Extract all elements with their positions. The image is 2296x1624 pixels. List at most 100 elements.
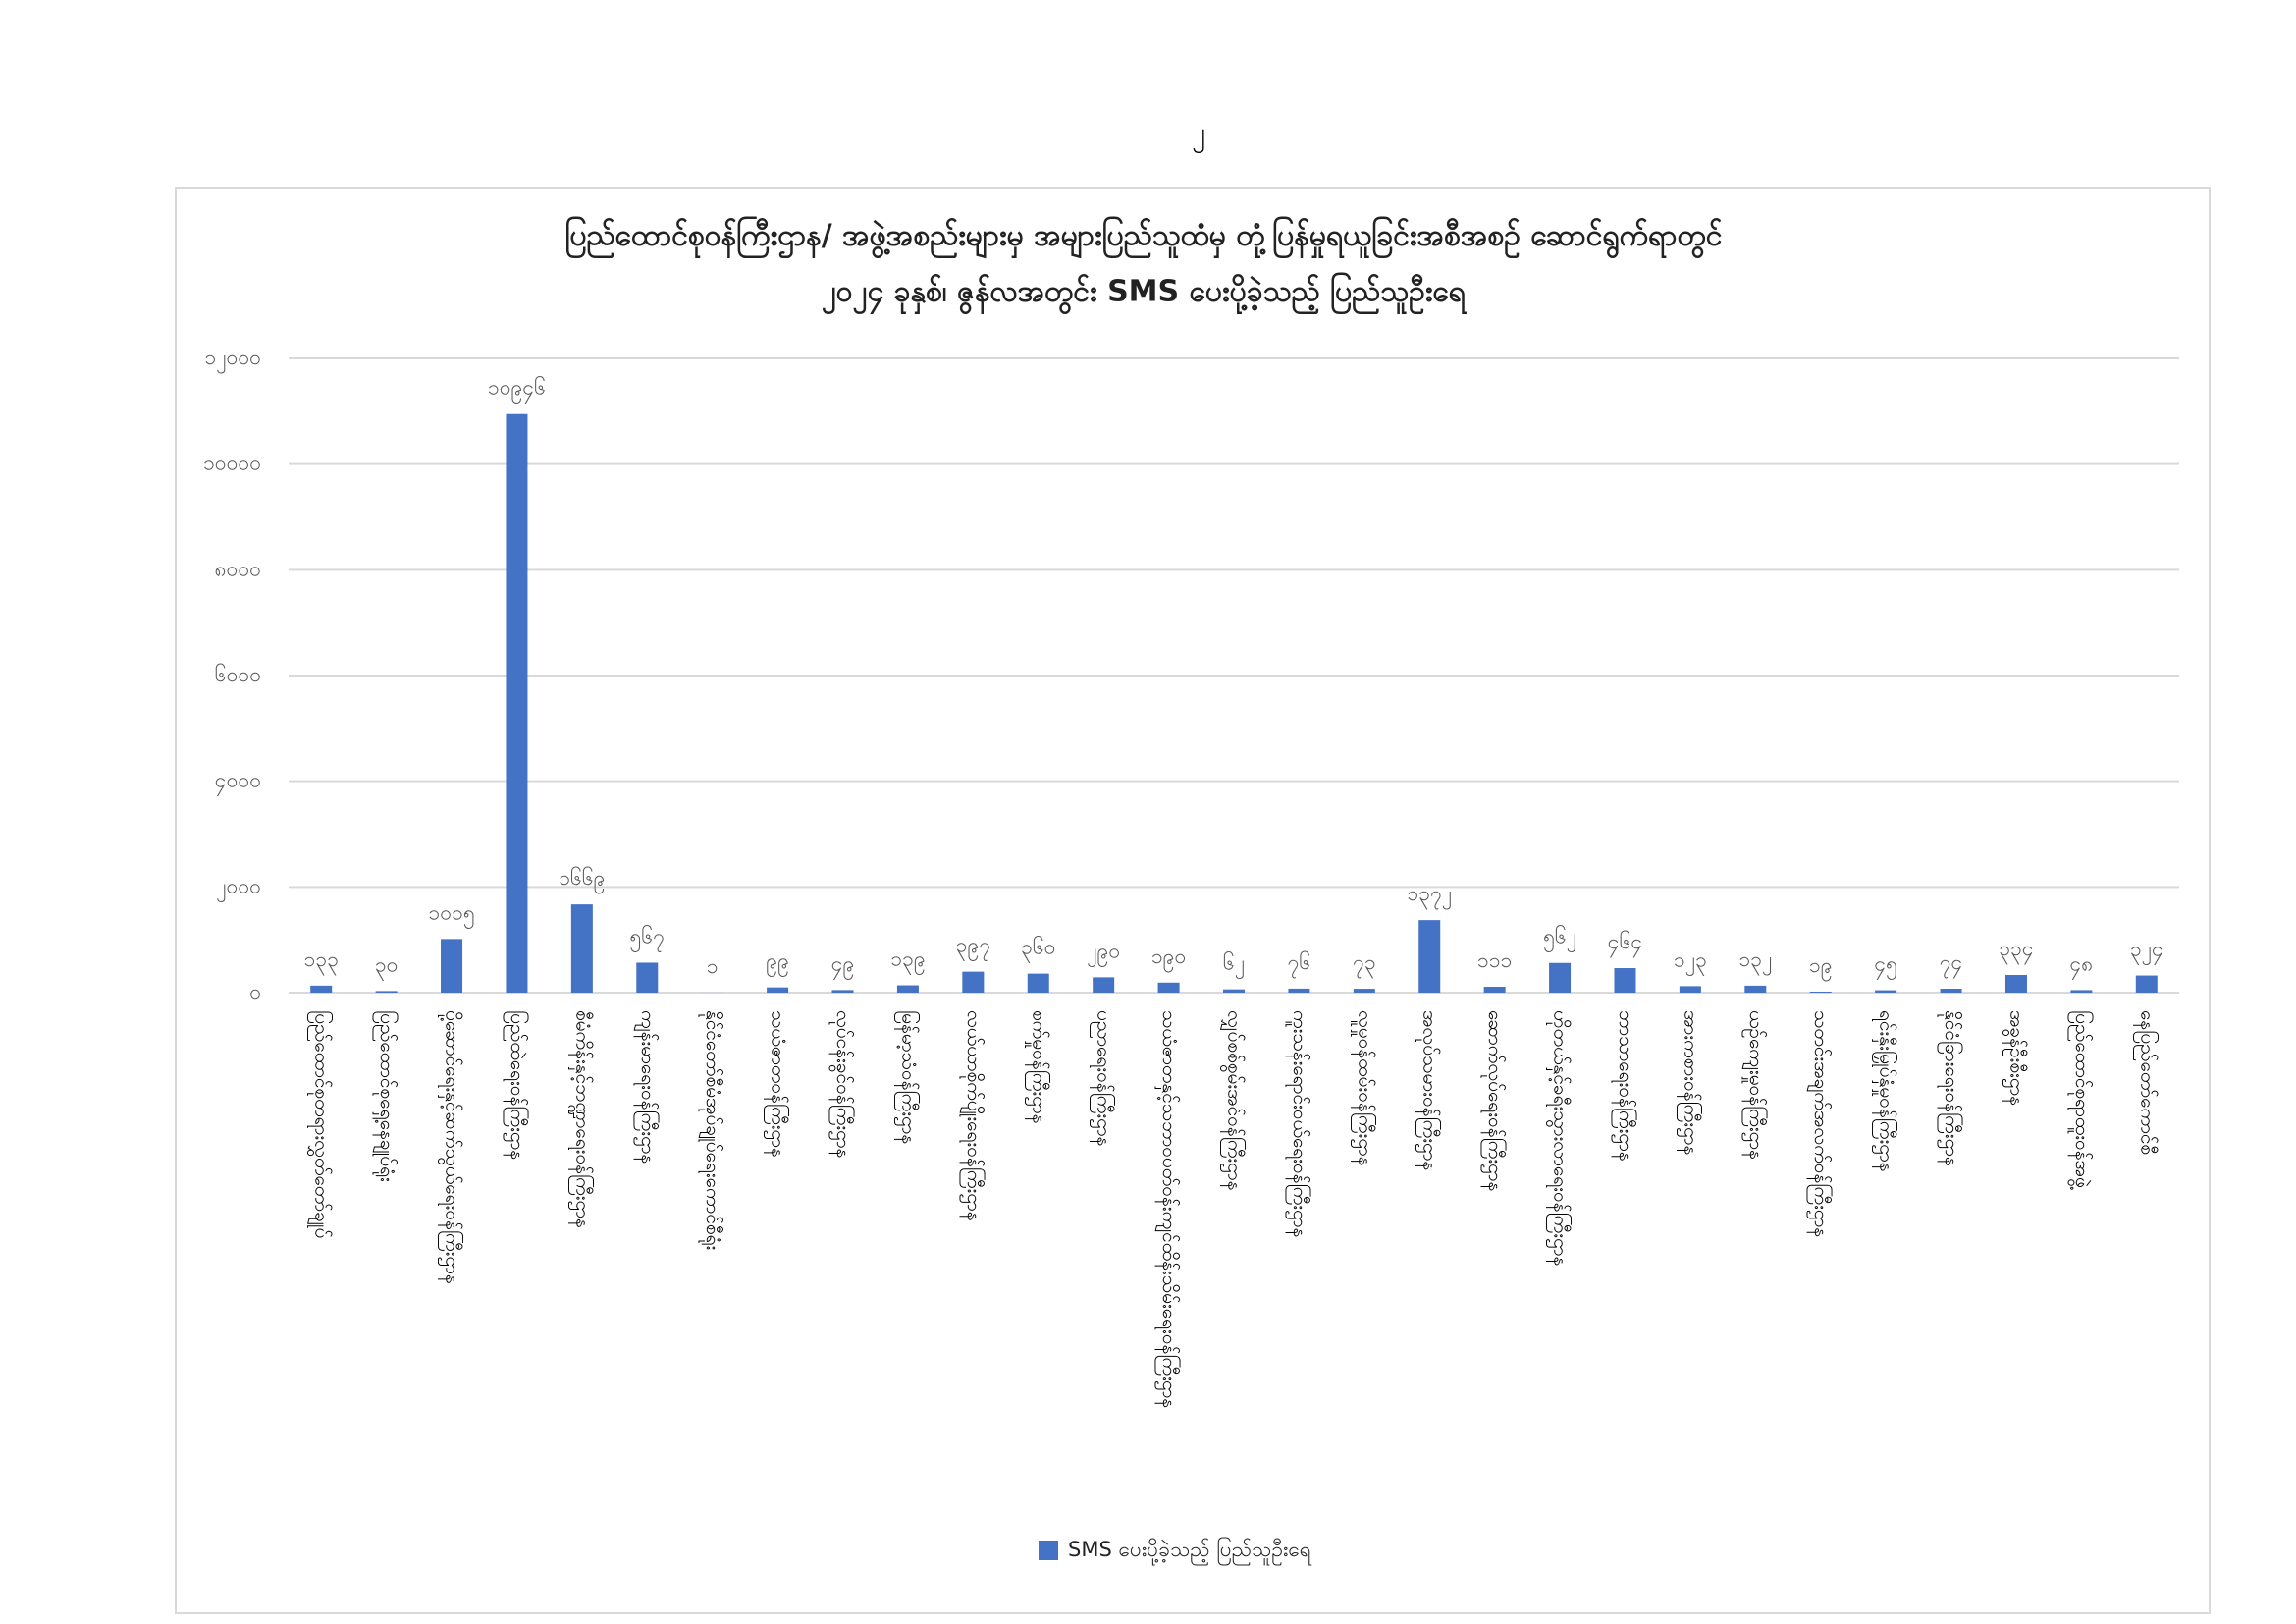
- bar: [2070, 990, 2093, 993]
- x-tick-label: နေပြည်တော်ကောင်စီ: [2132, 1010, 2160, 1155]
- y-tick-label: ၂၀၀၀: [216, 874, 261, 902]
- bar: [570, 904, 593, 993]
- x-tick-label: စက်မှုဝန်ကြီးဌာန: [1024, 1010, 1051, 1123]
- bar: [1157, 982, 1180, 993]
- x-tick-label: ကျန်းမာရေးဝန်ကြီးဌာန: [633, 1010, 661, 1164]
- bar: [636, 962, 659, 993]
- y-tick-label: ၁၀၀၀၀: [203, 452, 261, 475]
- value-label: ၃၉၇: [956, 934, 990, 962]
- x-tick-label: စီမံကိန်းနှင့်ဘဏ္ဍာရေးဝန်ကြီးဌာန: [567, 1010, 595, 1228]
- chart-subtitle: ၂၀၂၄ ခုနှစ်၊ ဇွန်လအတွင်း SMS ပေးပို့ခဲ့သ…: [822, 272, 1468, 316]
- x-tick-label: ကူးသန်းရောင်းဝယ်ရေးဝန်ကြီးဌာန: [1285, 1010, 1312, 1237]
- value-label: ၅၆၂: [1543, 924, 1576, 953]
- value-label: ၁၀၉၄၆: [488, 375, 546, 405]
- value-label: ၁၉: [1809, 953, 1833, 982]
- x-tick-label: လျှပ်စစ်စွမ်းအင်ဝန်ကြီးဌာန: [1220, 1010, 1248, 1190]
- x-tick-label: သယံဇာတဝန်ကြီးဌာန: [764, 1010, 791, 1158]
- y-tick-label: ၀: [249, 980, 261, 1003]
- value-label: ၁၆၆၉: [559, 865, 605, 894]
- value-label: ၁၂၃: [1674, 947, 1707, 976]
- value-label: ၁၃၃: [303, 947, 338, 976]
- legend-label: SMS ပေးပို့ခဲ့သည့် ပြည်သူဦးရေ: [1068, 1536, 1312, 1566]
- bar: [1027, 973, 1049, 993]
- value-label: ၂၉၀: [1087, 939, 1120, 967]
- value-label: ၇၃: [1353, 950, 1376, 979]
- value-label: ၇၄: [1940, 950, 1963, 979]
- x-tick-label: သယံဇာတနှင့်သဘာဝပတ်ဝန်းကျင်ထိန်းသိမ်းရေးဝ…: [1154, 1010, 1182, 1408]
- y-tick-label: ၆၀၀၀: [215, 662, 261, 686]
- x-tick-label: ဆောက်လုပ်ရေးဝန်ကြီးဌာန: [1480, 1010, 1508, 1191]
- bar: [1418, 920, 1441, 993]
- value-label: ၁: [707, 954, 719, 978]
- value-label: ၁၃၇၂: [1407, 882, 1452, 910]
- value-label: ၃၃၄: [1999, 937, 2033, 965]
- chart-title: ပြည်ထောင်စုဝန်ကြီးဌာန/ အဖွဲ့အစည်းများမှ …: [565, 216, 1723, 260]
- value-label: ၆၂: [1223, 950, 1245, 980]
- x-tick-label: ပြည်ထောင်စုရှေ့နေချုပ်ရုံး: [372, 1010, 400, 1182]
- value-label: ၃၂၄: [2130, 938, 2163, 966]
- bar: [1809, 991, 1832, 993]
- bar: [767, 987, 789, 993]
- x-tick-label: အားကစားဝန်ကြီးဌာန: [1676, 1010, 1703, 1155]
- bar: [1940, 989, 1962, 993]
- y-tick-label: ၈၀၀၀: [215, 557, 261, 580]
- bar: [1223, 989, 1245, 993]
- bar: [1549, 962, 1572, 993]
- x-tick-label: ပြည်ထောင်စုတရားလွှတ်တော်ချုပ်: [307, 1010, 335, 1238]
- value-label: ၅၆၇: [630, 923, 665, 952]
- bar: [1093, 977, 1115, 993]
- bar: [375, 991, 398, 993]
- value-label: ၄၆၄: [1608, 929, 1642, 958]
- value-label: ၃၀: [375, 952, 399, 981]
- y-tick-label: ၁၂၀၀၀: [204, 346, 261, 374]
- x-tick-label: ရင်းနှီးမြှုပ်နှံမှုဝန်ကြီးဌာန: [1872, 1010, 1899, 1172]
- bar: [2135, 975, 2158, 993]
- x-tick-label: နိုင်ငံတော်စီမံအုပ်ချုပ်ရေးကောင်စီရုံး: [698, 1010, 724, 1250]
- x-tick-label: လုပ်ငန်းခွင်ဝန်ကြီးဌာန: [828, 1010, 856, 1158]
- value-label: ၄၅: [1874, 952, 1897, 981]
- bar: [310, 985, 333, 993]
- value-label: ၄၈: [2069, 951, 2093, 980]
- bar: [962, 971, 985, 993]
- x-tick-label: အလုပ်သမားဝန်ကြီးဌာန: [1415, 1010, 1443, 1170]
- value-label: ၁၃၂: [1738, 947, 1772, 976]
- bar: [2004, 975, 2027, 993]
- value-label: ၁၉၀: [1151, 945, 1186, 973]
- x-tick-label: လူမှုဝန်ထမ်းဝန်ကြီးဌာန: [1350, 1010, 1377, 1166]
- y-tick-label: ၄၀၀၀: [215, 769, 261, 797]
- x-tick-label: ယဉ်ကျေးမှုဝန်ကြီးဌာန: [1741, 1010, 1769, 1160]
- legend-swatch: [1039, 1541, 1058, 1560]
- value-label: ၁၀၁၅: [428, 900, 474, 929]
- x-tick-label: ဘာသာရေးဝန်ကြီးဌာန: [1611, 1010, 1638, 1162]
- x-tick-label: သတင်းအချက်အလက်ဝန်ကြီးဌာန: [1806, 1010, 1834, 1237]
- value-label: ၃၆၀: [1021, 935, 1055, 964]
- bar: [1353, 989, 1375, 993]
- bar: [1679, 986, 1701, 993]
- value-label: ၁၁၁: [1477, 948, 1512, 972]
- bar: [1483, 987, 1506, 993]
- x-tick-label: အခွန်ဦးစီးဌာန: [2002, 1010, 2028, 1106]
- x-tick-label: နိုင်ငံခြားရေးဝန်ကြီးဌာန: [1937, 1010, 1964, 1166]
- bar: [1614, 968, 1636, 993]
- chart-frame: [175, 187, 2211, 1614]
- page-number: ၂: [1192, 116, 1205, 154]
- bar: [506, 413, 528, 993]
- value-label: ၁၃၉: [890, 947, 925, 976]
- bar: [896, 985, 919, 993]
- bar: [441, 939, 463, 993]
- bar: [831, 990, 854, 993]
- bar: [1288, 988, 1310, 993]
- x-tick-label: လယ်ယာစိုက်ပျိုးရေးဝန်ကြီးဌာန: [959, 1010, 987, 1221]
- x-tick-label: ပို့ဆောင်ရေးနှင့်ဆက်သွယ်ရေးဝန်ကြီးဌာန: [438, 1010, 465, 1284]
- x-tick-label: ပြည်ထဲရေးဝန်ကြီးဌာန: [503, 1010, 530, 1160]
- value-label: ၉၉: [766, 949, 789, 978]
- x-tick-label: မြန်မာ့သံဝန်ကြီးဌာန: [893, 1010, 921, 1144]
- value-label: ၄၉: [831, 951, 855, 980]
- value-label: ၇၆: [1288, 949, 1311, 979]
- bar: [1875, 990, 1897, 993]
- x-tick-label: ပြည်ထောင်စုရာထူးဝန်အဖွဲ့: [2067, 1010, 2095, 1190]
- x-tick-label: ဟိုတယ်နှင့်ခရီးသွားလာရေးဝန်ကြီးဌာန: [1546, 1010, 1574, 1266]
- x-tick-label: ပညာရေးဝန်ကြီးဌာန: [1090, 1010, 1117, 1146]
